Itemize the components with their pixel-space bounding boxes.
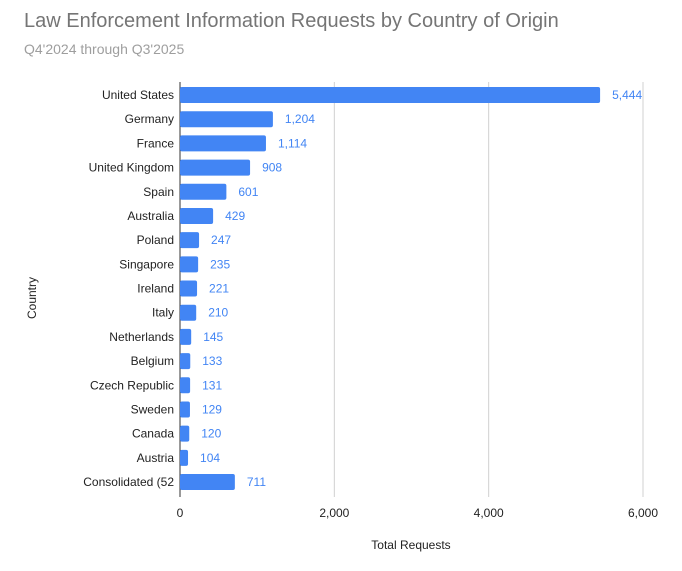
x-tick-label: 6,000 bbox=[628, 506, 658, 520]
bar bbox=[180, 304, 197, 321]
data-label: 210 bbox=[208, 306, 228, 320]
y-tick-label: United Kingdom bbox=[89, 161, 174, 175]
y-tick-label: Canada bbox=[132, 427, 174, 441]
chart-title: Law Enforcement Information Requests by … bbox=[24, 10, 559, 32]
data-label: 711 bbox=[247, 475, 266, 489]
bar bbox=[180, 256, 199, 273]
data-label: 120 bbox=[201, 427, 221, 441]
data-label: 601 bbox=[238, 185, 258, 199]
y-tick-label: Netherlands bbox=[109, 330, 174, 344]
y-tick-label: Australia bbox=[127, 209, 174, 223]
x-tick-label: 0 bbox=[177, 506, 184, 520]
data-label: 429 bbox=[225, 209, 245, 223]
bar bbox=[180, 328, 192, 345]
bar bbox=[180, 183, 227, 200]
data-label: 1,114 bbox=[278, 136, 307, 150]
y-tick-label: Ireland bbox=[137, 282, 174, 296]
data-label: 1,204 bbox=[285, 112, 315, 126]
bar bbox=[180, 159, 251, 176]
bar bbox=[180, 232, 200, 249]
bar bbox=[180, 135, 266, 152]
y-tick-label: Sweden bbox=[131, 402, 174, 416]
bar bbox=[180, 353, 191, 370]
y-tick-label: Singapore bbox=[119, 257, 174, 271]
y-tick-label: Belgium bbox=[131, 354, 174, 368]
data-label: 131 bbox=[202, 378, 222, 392]
bar bbox=[180, 474, 235, 490]
bar bbox=[180, 207, 214, 224]
y-tick-label: Poland bbox=[137, 233, 174, 247]
y-axis-title: Country bbox=[25, 277, 39, 319]
bar bbox=[180, 280, 198, 297]
data-label: 221 bbox=[209, 282, 229, 296]
data-label: 908 bbox=[262, 161, 282, 175]
y-tick-label: Spain bbox=[143, 185, 174, 199]
data-label: 133 bbox=[202, 354, 222, 368]
y-tick-label: Austria bbox=[137, 451, 175, 465]
bar bbox=[180, 425, 190, 442]
x-tick-label: 4,000 bbox=[474, 506, 504, 520]
bar bbox=[180, 111, 273, 128]
data-label: 145 bbox=[203, 330, 223, 344]
data-label: 5,444 bbox=[612, 88, 642, 102]
x-axis-title: Total Requests bbox=[371, 538, 450, 552]
bar bbox=[180, 449, 189, 466]
data-label: 104 bbox=[200, 451, 220, 465]
data-label: 129 bbox=[202, 402, 222, 416]
y-tick-label: Consolidated (52 bbox=[83, 475, 174, 489]
x-tick-label: 2,000 bbox=[319, 506, 349, 520]
bar bbox=[180, 401, 190, 418]
bar bbox=[180, 377, 191, 394]
bar bbox=[180, 87, 601, 103]
chart-subtitle: Q4'2024 through Q3'2025 bbox=[24, 41, 185, 57]
y-tick-label: Italy bbox=[152, 306, 174, 320]
data-label: 235 bbox=[210, 257, 230, 271]
data-label: 247 bbox=[211, 233, 231, 247]
y-tick-label: Czech Republic bbox=[90, 378, 174, 392]
y-tick-label: United States bbox=[102, 88, 174, 102]
y-tick-label: France bbox=[137, 136, 175, 150]
y-tick-label: Germany bbox=[125, 112, 174, 126]
